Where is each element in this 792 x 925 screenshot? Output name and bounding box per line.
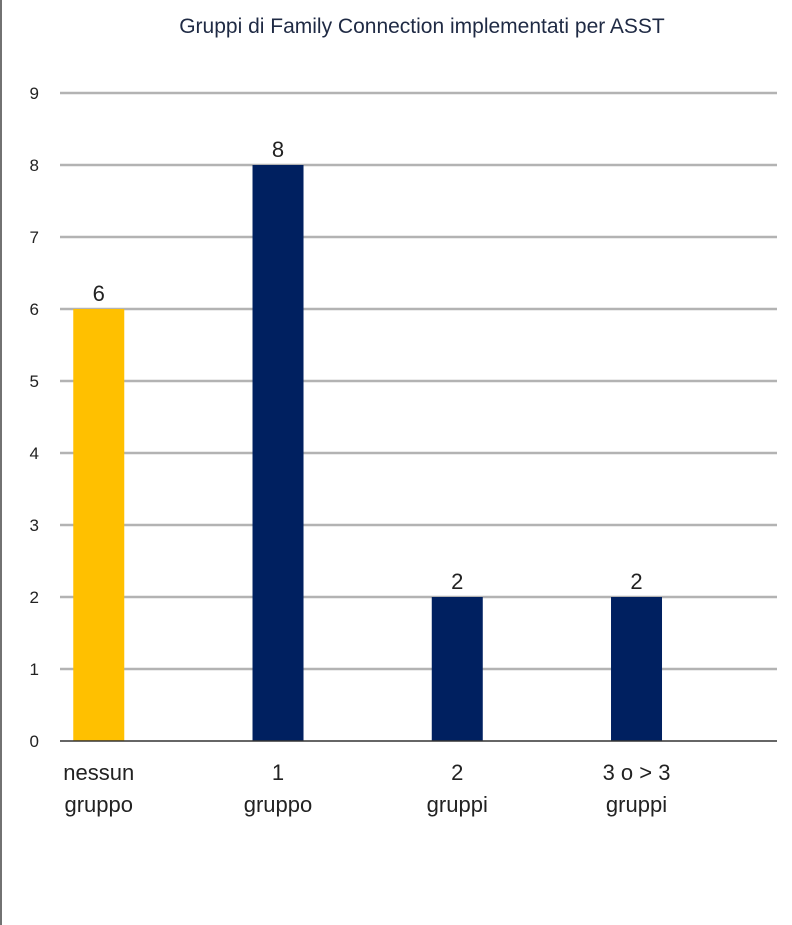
data-label: 8 (272, 137, 284, 162)
bar (73, 309, 125, 741)
y-tick-label: 9 (30, 84, 39, 103)
gridlines (60, 91, 777, 671)
y-tick-label: 1 (30, 660, 39, 679)
y-tick-label: 4 (30, 444, 39, 463)
bar (431, 597, 483, 741)
data-label: 2 (630, 569, 642, 594)
y-tick-label: 0 (30, 732, 39, 751)
x-category-label: gruppi (606, 792, 667, 817)
chart-title: Gruppi di Family Connection implementati… (179, 15, 665, 38)
x-category-label: 1 (272, 760, 284, 785)
x-category-label: gruppo (65, 792, 134, 817)
y-tick-label: 5 (30, 372, 39, 391)
data-labels: 6 8 2 2 (93, 137, 643, 594)
x-category-label: nessun (63, 760, 134, 785)
bar (252, 165, 304, 741)
data-label: 2 (451, 569, 463, 594)
x-category-label: 2 (451, 760, 463, 785)
bars (73, 165, 663, 741)
y-tick-label: 8 (30, 156, 39, 175)
data-label: 6 (93, 281, 105, 306)
x-category-label: gruppo (244, 792, 313, 817)
x-axis-categories: nessun gruppo 1 gruppo 2 gruppi 3 o > 3 gruppi (63, 760, 670, 817)
y-tick-label: 2 (30, 588, 39, 607)
x-category-label: gruppi (427, 792, 488, 817)
bar (611, 597, 663, 741)
y-tick-label: 7 (30, 228, 39, 247)
x-category-label: 3 o > 3 (603, 760, 671, 785)
y-tick-label: 3 (30, 516, 39, 535)
y-axis-ticks: 0 1 2 3 4 5 6 7 8 9 (30, 84, 39, 751)
y-tick-label: 6 (30, 300, 39, 319)
